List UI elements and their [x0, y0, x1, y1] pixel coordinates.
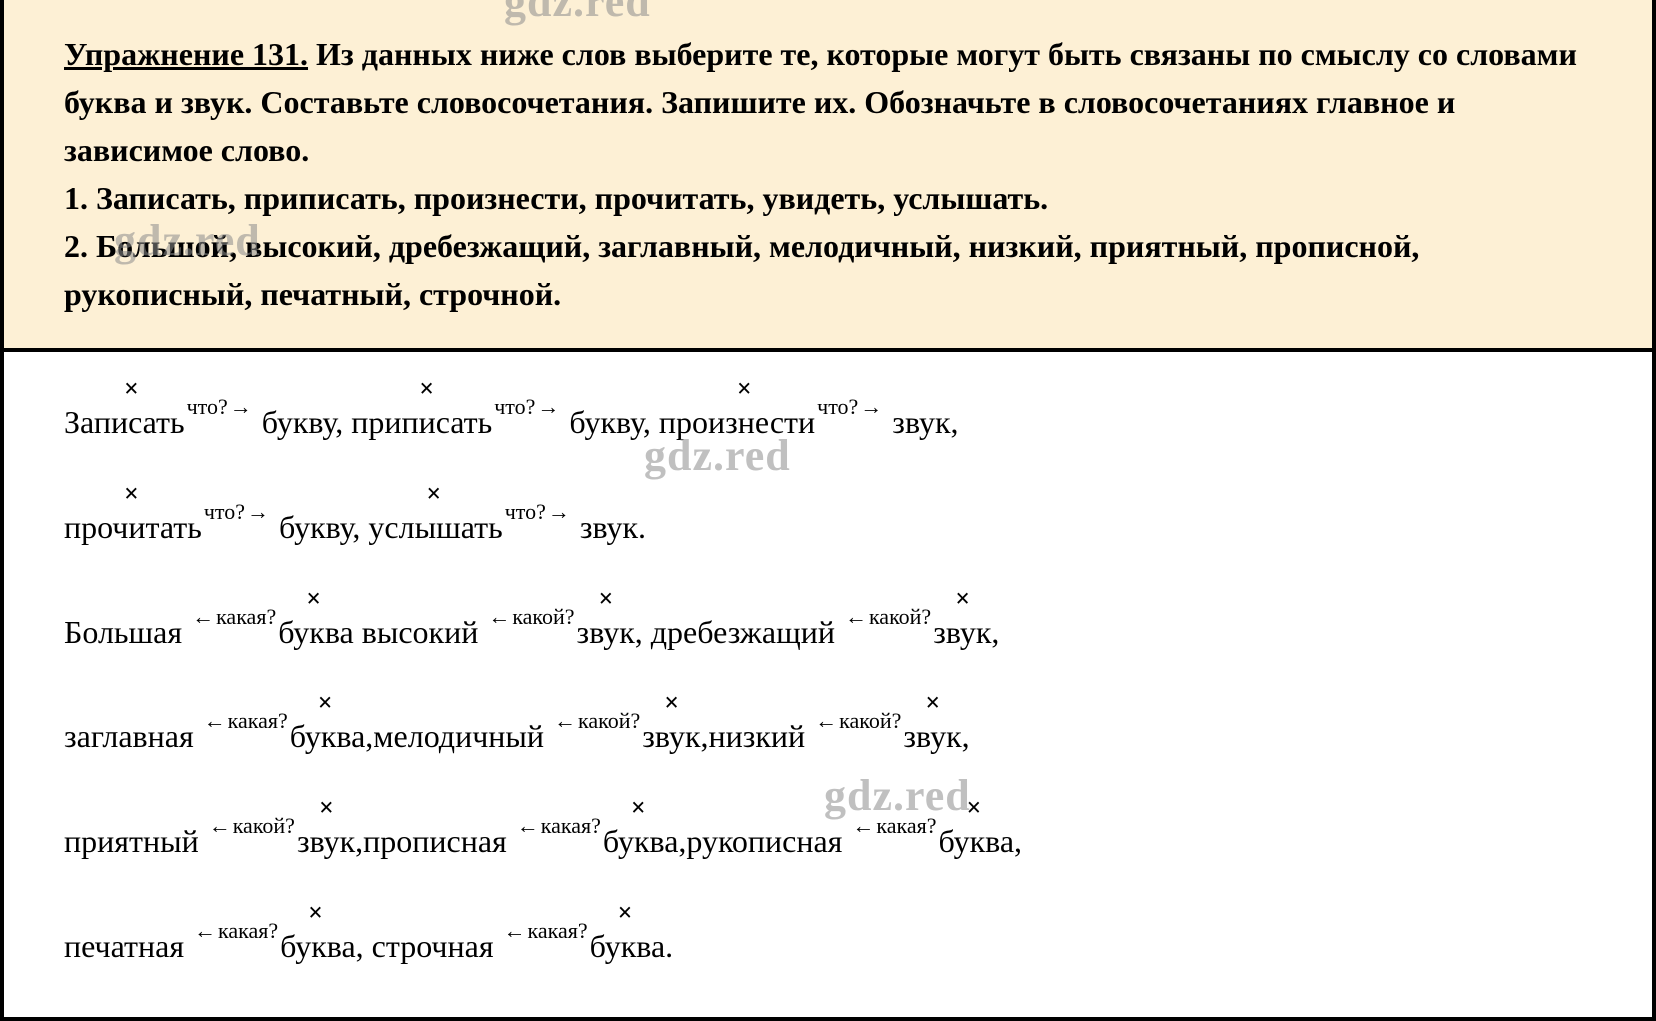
main-word: Записать×: [64, 392, 185, 453]
exercise-container: Упражнение 131. Из данных ниже слов выбе…: [0, 0, 1656, 1021]
main-word: буква ×: [278, 602, 354, 663]
x-mark-icon: ×: [319, 783, 334, 832]
main-word: приписать×: [351, 392, 492, 453]
x-mark-icon: ×: [599, 574, 614, 623]
answer-area: Записать×что? букву, приписать×что? букв…: [4, 352, 1652, 1017]
x-mark-icon: ×: [419, 364, 434, 413]
answer-line: Записать×что? букву, приписать×что? букв…: [64, 392, 1592, 453]
dependent-word: звук,: [884, 404, 958, 440]
question-label: что?: [817, 386, 882, 428]
dependent-word: приятный: [64, 823, 207, 859]
dependent-word: низкий: [708, 718, 813, 754]
dependent-word: высокий: [354, 614, 487, 650]
dependent-word: букву,: [254, 404, 351, 440]
main-word: звук, ×: [297, 811, 363, 872]
exercise-title: Упражнение 131.: [64, 36, 308, 72]
x-mark-icon: ×: [124, 469, 139, 518]
answer-line: печатная какая? буква, × строчная какая?…: [64, 916, 1592, 977]
main-word: звук, ×: [642, 706, 708, 767]
x-mark-icon: ×: [955, 574, 970, 623]
dependent-word: рукописная: [686, 823, 850, 859]
task-header: Упражнение 131. Из данных ниже слов выбе…: [4, 0, 1652, 352]
question-label: какой?: [488, 596, 574, 638]
x-mark-icon: ×: [306, 574, 321, 623]
x-mark-icon: ×: [618, 888, 633, 937]
question-label: что?: [204, 491, 269, 533]
answer-line: приятный какой? звук, ×прописная какая? …: [64, 811, 1592, 872]
x-mark-icon: ×: [967, 783, 982, 832]
x-mark-icon: ×: [308, 888, 323, 937]
dependent-word: строчная: [364, 928, 502, 964]
dependent-word: Большая: [64, 614, 190, 650]
item2-text: Большой, высокий, дребезжащий, заглавный…: [64, 228, 1419, 312]
question-label: какая?: [517, 805, 601, 847]
x-mark-icon: ×: [664, 678, 679, 727]
main-word: буква, ×: [290, 706, 374, 767]
question-label: что?: [187, 386, 252, 428]
dependent-word: дребезжащий: [643, 614, 843, 650]
x-mark-icon: ×: [124, 364, 139, 413]
answer-line: Большая какая? буква × высокий какой? зв…: [64, 602, 1592, 663]
main-word: произнести×: [659, 392, 815, 453]
x-mark-icon: ×: [318, 678, 333, 727]
main-word: буква.×: [590, 916, 674, 977]
main-word: услышать×: [368, 497, 502, 558]
main-word: звук,×: [933, 602, 999, 663]
item1-label: 1.: [64, 180, 96, 216]
item1-text: Записать, приписать, произнести, прочита…: [96, 180, 1048, 216]
answer-line: прочитать×что? букву, услышать×что? звук…: [64, 497, 1592, 558]
main-word: звук, ×: [577, 602, 643, 663]
dependent-word: заглавная: [64, 718, 202, 754]
question-label: какая?: [504, 910, 588, 952]
question-label: что?: [494, 386, 559, 428]
dependent-word: прописная: [363, 823, 515, 859]
main-word: буква, ×: [603, 811, 687, 872]
x-mark-icon: ×: [426, 469, 441, 518]
question-label: какой?: [209, 805, 295, 847]
question-label: какой?: [815, 700, 901, 742]
question-label: какой?: [554, 700, 640, 742]
question-label: какая?: [852, 805, 936, 847]
question-label: какая?: [204, 700, 288, 742]
x-mark-icon: ×: [925, 678, 940, 727]
main-word: звук,×: [903, 706, 969, 767]
question-label: какая?: [192, 596, 276, 638]
main-word: буква, ×: [280, 916, 364, 977]
x-mark-icon: ×: [737, 364, 752, 413]
question-label: какой?: [845, 596, 931, 638]
x-mark-icon: ×: [631, 783, 646, 832]
item2-label: 2.: [64, 228, 96, 264]
dependent-word: букву,: [561, 404, 658, 440]
main-word: буква,×: [939, 811, 1023, 872]
answer-line: заглавная какая? буква, ×мелодичный како…: [64, 706, 1592, 767]
question-label: что?: [505, 491, 570, 533]
dependent-word: мелодичный: [373, 718, 552, 754]
question-label: какая?: [194, 910, 278, 952]
dependent-word: букву,: [271, 509, 368, 545]
dependent-word: звук.: [572, 509, 646, 545]
dependent-word: печатная: [64, 928, 192, 964]
main-word: прочитать×: [64, 497, 202, 558]
